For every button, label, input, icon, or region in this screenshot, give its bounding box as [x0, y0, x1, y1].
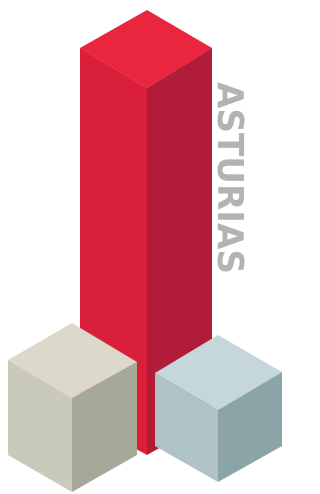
brand-text: ASTURIAS: [209, 82, 250, 274]
logo: ASTURIAS: [0, 0, 282, 494]
page: ASTURIAS (() => { const data = JSON.pars…: [0, 0, 320, 494]
